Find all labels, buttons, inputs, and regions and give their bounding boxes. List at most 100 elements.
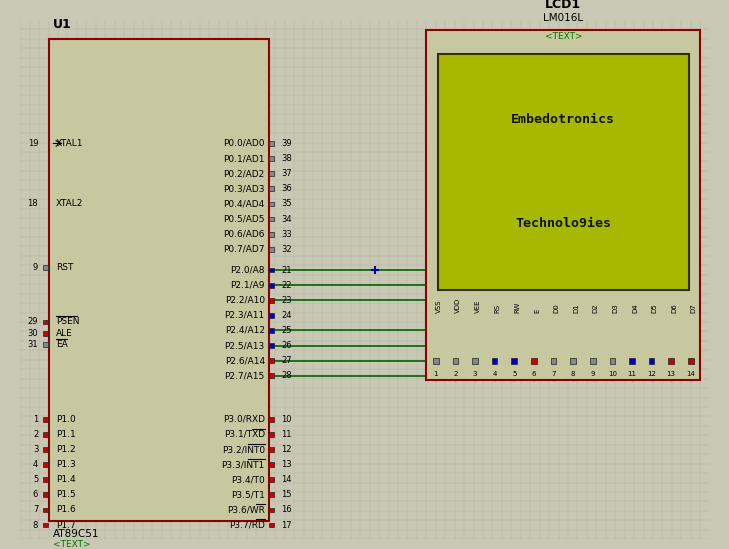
Text: 15: 15 — [281, 490, 292, 500]
Bar — [269, 298, 274, 302]
Text: 9: 9 — [33, 263, 38, 272]
Text: P3.7/RD: P3.7/RD — [229, 520, 265, 530]
Bar — [43, 265, 48, 270]
Text: 10: 10 — [281, 415, 292, 424]
Bar — [269, 232, 274, 237]
Bar — [629, 358, 635, 363]
Bar — [43, 447, 48, 452]
Text: P2.0/A8: P2.0/A8 — [230, 266, 265, 274]
Text: 2: 2 — [33, 430, 38, 439]
Text: 14: 14 — [687, 371, 695, 377]
Text: D1: D1 — [573, 304, 579, 313]
Text: P3.3/INT1: P3.3/INT1 — [222, 460, 265, 469]
Text: 6: 6 — [531, 371, 536, 377]
Text: D6: D6 — [671, 304, 677, 313]
Text: P0.0/AD0: P0.0/AD0 — [223, 139, 265, 148]
Bar — [512, 358, 517, 363]
Text: Technolo9ies: Technolo9ies — [515, 217, 612, 230]
Text: 5: 5 — [512, 371, 516, 377]
Text: 39: 39 — [281, 139, 292, 148]
Text: P1.7: P1.7 — [56, 520, 76, 530]
Text: 2: 2 — [453, 371, 458, 377]
Bar — [269, 247, 274, 251]
Text: P0.4/AD4: P0.4/AD4 — [224, 199, 265, 209]
Bar — [269, 156, 274, 161]
Text: 19: 19 — [28, 139, 38, 148]
Text: 36: 36 — [281, 184, 292, 193]
Bar — [437, 54, 689, 290]
Text: 38: 38 — [281, 154, 292, 163]
Bar — [531, 358, 537, 363]
Text: D2: D2 — [593, 304, 599, 313]
Text: 35: 35 — [281, 199, 292, 209]
Text: 4: 4 — [493, 371, 497, 377]
Bar — [269, 447, 274, 452]
Bar — [269, 268, 274, 272]
Bar — [43, 462, 48, 467]
Text: 26: 26 — [281, 341, 292, 350]
Text: 3: 3 — [33, 445, 38, 454]
Bar — [492, 358, 497, 363]
Text: 11: 11 — [628, 371, 636, 377]
Text: RST: RST — [56, 263, 74, 272]
Text: PSEN: PSEN — [56, 317, 79, 327]
Text: 7: 7 — [551, 371, 555, 377]
Text: P3.2/INT0: P3.2/INT0 — [222, 445, 265, 454]
Bar — [269, 328, 274, 333]
Text: P2.2/A10: P2.2/A10 — [225, 296, 265, 305]
Text: 13: 13 — [281, 460, 292, 469]
Text: 12: 12 — [647, 371, 656, 377]
Text: 31: 31 — [28, 340, 38, 349]
Text: P2.1/A9: P2.1/A9 — [230, 281, 265, 290]
Text: 25: 25 — [281, 326, 292, 335]
Bar — [269, 171, 274, 176]
Bar — [43, 432, 48, 437]
Text: P3.1/TXD: P3.1/TXD — [224, 430, 265, 439]
Bar — [688, 358, 694, 363]
Text: 3: 3 — [473, 371, 477, 377]
Bar — [668, 358, 674, 363]
Text: 12: 12 — [281, 445, 292, 454]
Bar — [269, 283, 274, 288]
Bar — [269, 492, 274, 497]
Text: 23: 23 — [281, 296, 292, 305]
Text: XTAL2: XTAL2 — [56, 199, 84, 209]
Text: 11: 11 — [281, 430, 292, 439]
Text: P1.6: P1.6 — [56, 506, 76, 514]
Text: 8: 8 — [571, 371, 575, 377]
Text: VSS: VSS — [436, 300, 442, 313]
Bar — [269, 462, 274, 467]
Bar — [426, 30, 701, 379]
Text: P3.0/RXD: P3.0/RXD — [223, 415, 265, 424]
Text: XTAL1: XTAL1 — [56, 139, 84, 148]
Text: 27: 27 — [281, 356, 292, 365]
Text: 13: 13 — [667, 371, 676, 377]
Bar — [269, 432, 274, 437]
Bar — [269, 343, 274, 348]
Text: 1: 1 — [434, 371, 438, 377]
Text: 22: 22 — [281, 281, 292, 290]
Bar — [43, 492, 48, 497]
Text: P1.0: P1.0 — [56, 415, 76, 424]
Text: 17: 17 — [281, 520, 292, 530]
Text: D7: D7 — [691, 304, 697, 313]
Bar — [472, 358, 478, 363]
Bar — [43, 523, 48, 528]
Text: P0.1/AD1: P0.1/AD1 — [223, 154, 265, 163]
Text: 21: 21 — [281, 266, 292, 274]
Bar — [43, 320, 48, 324]
Text: P0.7/AD7: P0.7/AD7 — [223, 245, 265, 254]
Text: 30: 30 — [28, 329, 38, 338]
Bar — [453, 358, 459, 363]
Text: P3.4/T0: P3.4/T0 — [231, 475, 265, 484]
Text: VEE: VEE — [475, 300, 481, 313]
Bar — [43, 343, 48, 347]
Text: P1.2: P1.2 — [56, 445, 76, 454]
Bar — [269, 217, 274, 221]
Text: 10: 10 — [608, 371, 617, 377]
Text: 9: 9 — [590, 371, 595, 377]
Text: D3: D3 — [612, 304, 618, 313]
Text: 7: 7 — [33, 506, 38, 514]
Bar — [43, 331, 48, 335]
Text: AT89C51: AT89C51 — [53, 529, 100, 539]
